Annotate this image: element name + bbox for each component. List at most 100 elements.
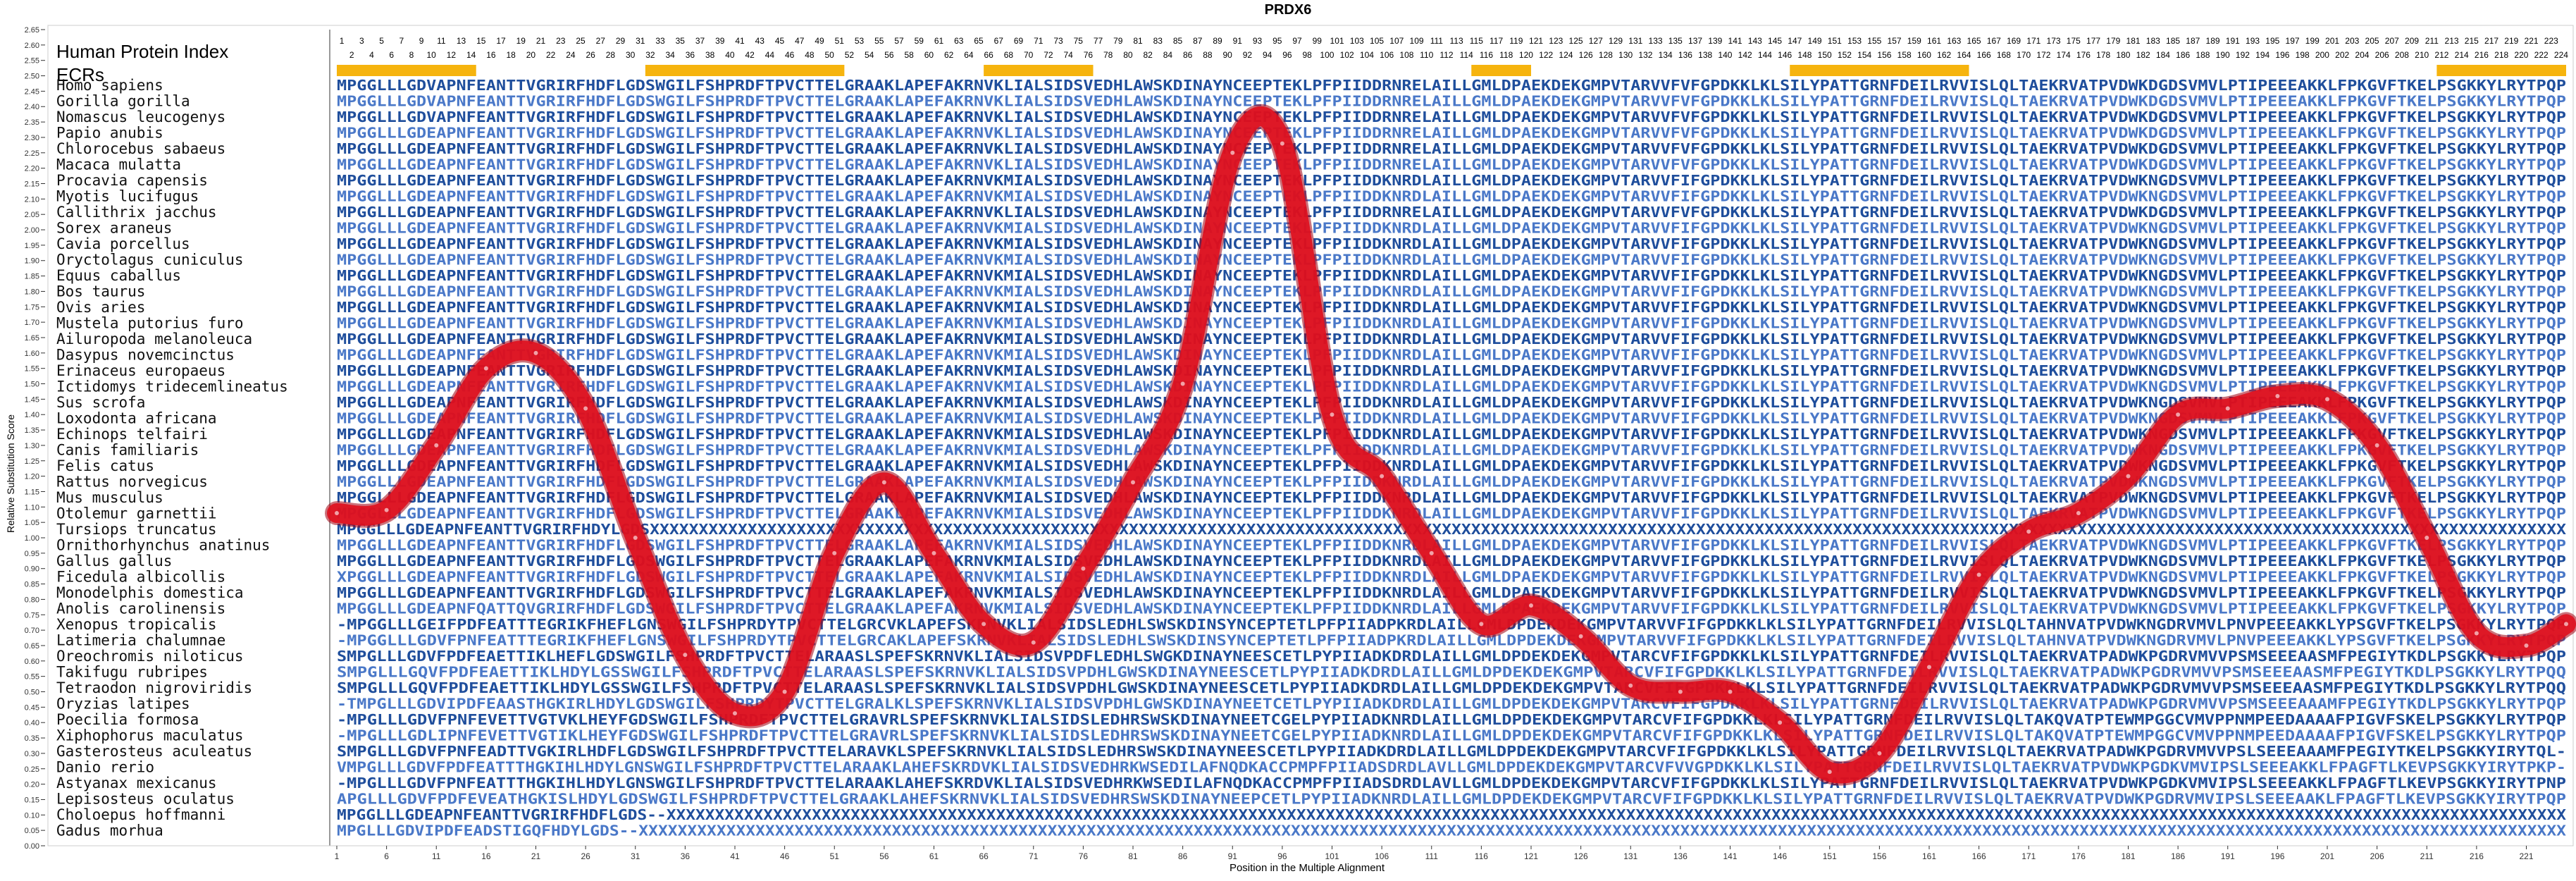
human-index-number: 106 bbox=[1380, 50, 1394, 60]
x-tick-label: 111 bbox=[1425, 851, 1439, 861]
sequence-row: MPGGLLLGDEAPNFEANTTVGRIRFHDFLGDS--XXXXXX… bbox=[337, 806, 2566, 823]
x-tick-label: 171 bbox=[2021, 851, 2036, 861]
sequence-row: MPGGLLLGDEAPNFEANTTVGRIRFHDFLGDSWGILFSHP… bbox=[337, 505, 2566, 522]
species-name: Dasypus novemcinctus bbox=[56, 347, 235, 364]
x-tick-label: 91 bbox=[1228, 851, 1238, 861]
score-point bbox=[982, 622, 986, 627]
score-point bbox=[931, 550, 936, 555]
score-point bbox=[2176, 412, 2181, 417]
x-tick-label: 136 bbox=[1673, 851, 1688, 861]
species-name: Gallus gallus bbox=[56, 553, 172, 569]
human-index-number: 205 bbox=[2365, 36, 2379, 46]
x-tick-label: 131 bbox=[1623, 851, 1637, 861]
score-point bbox=[1628, 683, 1633, 688]
x-tick-label: 146 bbox=[1773, 851, 1787, 861]
human-index-number: 5 bbox=[379, 36, 384, 46]
human-index-number: 186 bbox=[2176, 50, 2190, 60]
human-index-number: 181 bbox=[2126, 36, 2141, 46]
human-index-number: 176 bbox=[2076, 50, 2091, 60]
x-tick-label: 41 bbox=[730, 851, 740, 861]
species-name: Oryzias latipes bbox=[56, 696, 190, 713]
score-point bbox=[733, 711, 737, 716]
x-axis-label: Position in the Multiple Alignment bbox=[1230, 862, 1385, 874]
human-index-number: 87 bbox=[1193, 36, 1203, 46]
human-index-number: 188 bbox=[2196, 50, 2210, 60]
sequence-row: MPGGLLLGDEAPNFEANTTVGRIRFHDFLGDSWGILFSHP… bbox=[337, 331, 2566, 347]
human-index-number: 163 bbox=[1947, 36, 1961, 46]
human-index-number: 193 bbox=[2246, 36, 2260, 46]
human-index-number: 221 bbox=[2525, 36, 2539, 46]
y-tick-label: 2.60 bbox=[25, 42, 39, 50]
human-index-number: 173 bbox=[2047, 36, 2061, 46]
human-index-number: 42 bbox=[745, 50, 755, 60]
y-tick-label: 1.35 bbox=[25, 426, 39, 435]
human-index-number: 214 bbox=[2455, 50, 2469, 60]
score-point bbox=[1230, 150, 1235, 155]
x-axis-ticks: 1 6 11 16 21 26 31 36 41 46 51 56 61 66 71 76 81 86 91 96 10… bbox=[335, 846, 2534, 861]
human-index-number: 84 bbox=[1163, 50, 1173, 60]
species-name: Rattus norvegicus bbox=[56, 474, 208, 491]
human-index-number: 217 bbox=[2484, 36, 2498, 46]
y-tick-label: 0.25 bbox=[25, 765, 39, 774]
human-index-number: 184 bbox=[2156, 50, 2170, 60]
human-index-number: 183 bbox=[2146, 36, 2160, 46]
human-index-number: 2 bbox=[349, 50, 354, 60]
x-tick-label: 156 bbox=[1872, 851, 1886, 861]
x-tick-label: 51 bbox=[830, 851, 840, 861]
score-point bbox=[1131, 480, 1135, 485]
human-index-number: 37 bbox=[695, 36, 705, 46]
plot-frame bbox=[47, 25, 2574, 846]
y-tick-label: 2.25 bbox=[25, 149, 39, 158]
sequence-row: SMPGLLLGDVFPNFEADTTVGKIRLHDFLGDSWGILFSHP… bbox=[337, 743, 2566, 760]
human-index-number: 135 bbox=[1668, 36, 1683, 46]
human-index-number: 218 bbox=[2494, 50, 2508, 60]
human-index-number: 120 bbox=[1519, 50, 1533, 60]
human-index-number: 23 bbox=[556, 36, 566, 46]
human-index-number: 162 bbox=[1937, 50, 1951, 60]
human-index-number: 113 bbox=[1449, 36, 1463, 46]
human-index-number: 98 bbox=[1303, 50, 1313, 60]
human-index-number: 122 bbox=[1539, 50, 1553, 60]
y-tick-label: 0.70 bbox=[25, 627, 39, 635]
human-index-number: 158 bbox=[1897, 50, 1912, 60]
human-index-number: 44 bbox=[765, 50, 775, 60]
species-name: Monodelphis domestica bbox=[56, 584, 244, 601]
human-index-number: 124 bbox=[1559, 50, 1573, 60]
human-index-number: 85 bbox=[1173, 36, 1183, 46]
sequence-row: MPGGLLLGDEAPNFEANTTVGRIRFHDFLGDSWGILFSHP… bbox=[337, 156, 2566, 173]
y-tick-label: 2.10 bbox=[25, 195, 39, 204]
human-index-number: 151 bbox=[1828, 36, 1842, 46]
human-index-number: 100 bbox=[1320, 50, 1334, 60]
human-index-number: 55 bbox=[874, 36, 884, 46]
ecrs-label: ECRs bbox=[56, 64, 104, 85]
human-index-number: 117 bbox=[1490, 36, 1503, 46]
y-tick-label: 1.85 bbox=[25, 273, 39, 281]
sequence-row: MPGGLLLGDEAPNFEANTTVGRIRFHDFLGDSWGILFSHP… bbox=[337, 299, 2566, 316]
score-point bbox=[583, 406, 588, 411]
human-index-number: 209 bbox=[2405, 36, 2419, 46]
human-index-number: 11 bbox=[437, 36, 446, 46]
human-index-number: 160 bbox=[1917, 50, 1931, 60]
x-tick-label: 106 bbox=[1375, 851, 1389, 861]
human-index-number: 53 bbox=[855, 36, 865, 46]
human-index-number: 121 bbox=[1529, 36, 1543, 46]
score-point bbox=[1330, 412, 1335, 417]
score-point bbox=[2076, 511, 2081, 516]
human-index-number: 223 bbox=[2544, 36, 2558, 46]
human-index-number: 10 bbox=[427, 50, 437, 60]
score-point bbox=[1678, 689, 1683, 694]
human-index-number: 137 bbox=[1688, 36, 1702, 46]
human-index-number: 143 bbox=[1748, 36, 1762, 46]
human-index-number: 148 bbox=[1797, 50, 1812, 60]
human-index-number: 21 bbox=[536, 36, 546, 46]
human-index-number: 170 bbox=[2017, 50, 2031, 60]
human-index-number: 189 bbox=[2206, 36, 2220, 46]
score-point bbox=[633, 536, 638, 541]
y-tick-label: 1.90 bbox=[25, 257, 39, 266]
species-name: Otolemur garnettii bbox=[56, 505, 217, 522]
score-point bbox=[2026, 529, 2031, 534]
human-index-number: 73 bbox=[1053, 36, 1063, 46]
y-tick-label: 1.80 bbox=[25, 288, 39, 296]
human-index-number: 17 bbox=[496, 36, 506, 46]
x-tick-label: 211 bbox=[2420, 851, 2434, 861]
